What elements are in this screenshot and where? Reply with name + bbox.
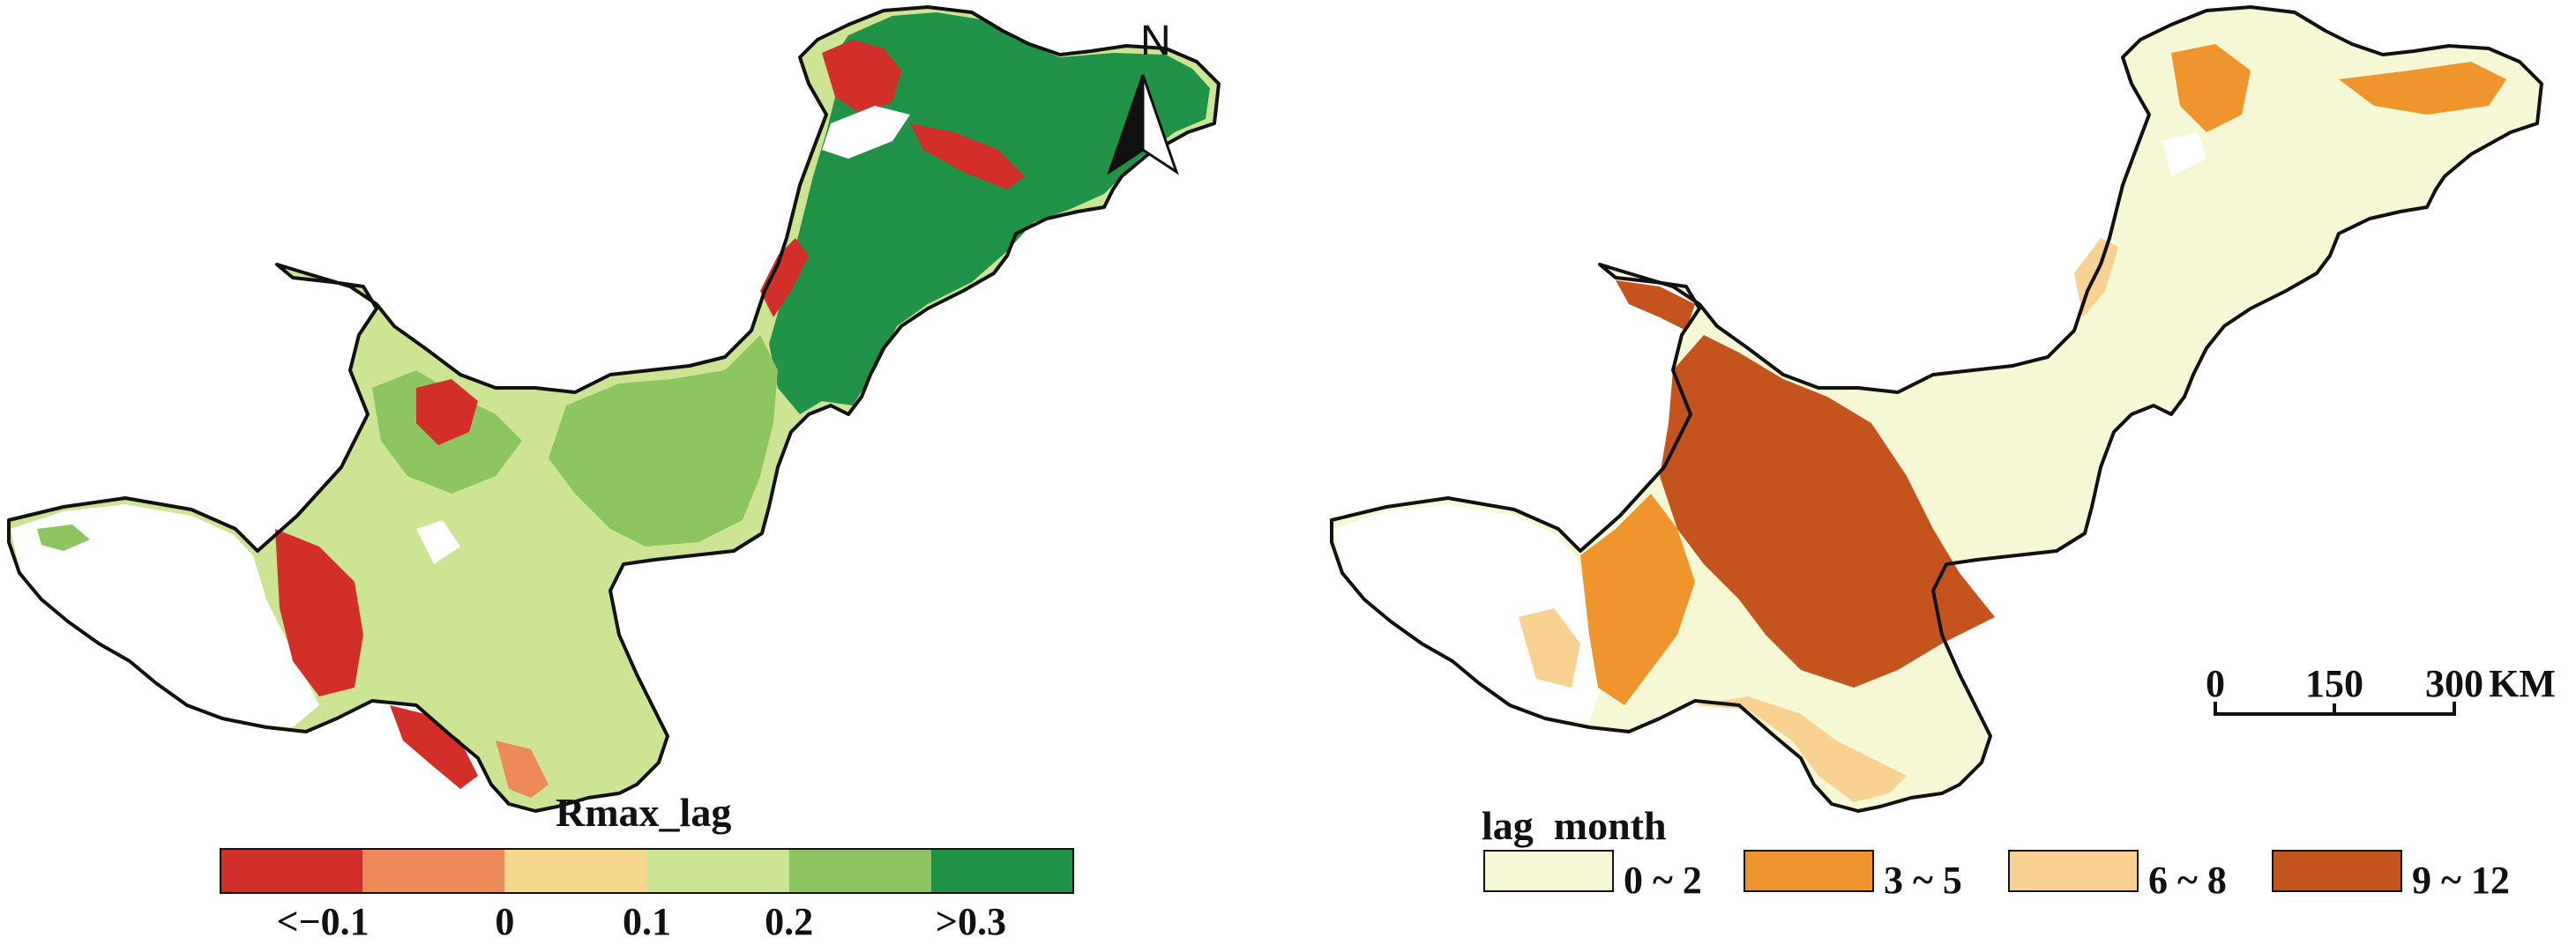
north-arrow-label: N	[1140, 18, 1171, 64]
left-legend-frame	[220, 848, 1074, 894]
right-brown-core	[1660, 335, 1995, 688]
right-orange-northeast	[2171, 44, 2251, 132]
left-legend-swatch-4	[788, 849, 931, 893]
right-legend-label-3: 9 ~ 12	[2412, 859, 2510, 902]
right-orange-northeast-2	[2339, 62, 2506, 115]
right-map-fill	[1332, 7, 2542, 811]
left-legend-tick-1: 0	[495, 900, 514, 943]
scale-unit: KM	[2489, 662, 2556, 705]
left-legend-swatch-0	[220, 849, 363, 893]
left-legend-swatch-1	[362, 849, 505, 893]
left-legend-swatch-2	[504, 849, 647, 893]
north-arrow-right-half	[1141, 74, 1179, 175]
right-orange-west	[1580, 494, 1695, 705]
left-white-north	[822, 106, 910, 159]
left-legend-tick-4: >0.3	[936, 900, 1006, 943]
left-legend-title: Rmax_lag	[556, 790, 731, 835]
left-legend-colorbar	[220, 849, 1073, 893]
right-legend-title: lag month	[1482, 803, 1667, 848]
right-map: N	[1107, 5, 2543, 813]
left-legend-tick-3: 0.2	[765, 900, 813, 943]
left-legend-ticks: <−0.1 0 0.1 0.2 >0.3	[276, 900, 1006, 943]
scale-tick-0: 0	[2206, 662, 2225, 705]
left-map-fill	[9, 7, 1219, 811]
right-legend-label-2: 6 ~ 8	[2148, 859, 2227, 902]
left-red-ridge	[760, 238, 809, 317]
left-midgreen-central	[549, 335, 778, 547]
left-red-northeast-2	[910, 123, 1025, 190]
right-legend-swatch-1	[1743, 850, 1874, 892]
left-red-south	[390, 705, 478, 789]
left-legend-tick-2: 0.1	[623, 900, 671, 943]
scale-bar: 0 150 300 KM	[2206, 662, 2556, 716]
right-light-orange-west	[1519, 608, 1580, 688]
right-legend-swatch-2	[2008, 850, 2139, 892]
left-legend-swatch-5	[930, 849, 1073, 893]
scale-tick-300: 300	[2425, 662, 2483, 705]
right-legend-swatch-0	[1483, 850, 1614, 892]
right-legend-label-1: 3 ~ 5	[1884, 859, 1962, 902]
left-green-patch-sw	[37, 525, 90, 551]
left-red-northeast-1	[822, 40, 901, 115]
left-legend-tick-0: <−0.1	[276, 900, 369, 943]
right-legend: lag month 0 ~ 2 3 ~ 5 6 ~ 8 9 ~ 12	[1482, 803, 2510, 902]
right-legend-items: 0 ~ 2 3 ~ 5 6 ~ 8 9 ~ 12	[1483, 850, 2510, 902]
right-legend-swatch-3	[2272, 850, 2402, 892]
right-light-orange-south	[1695, 696, 1907, 802]
right-white-north	[2162, 132, 2206, 176]
north-arrow: N	[1107, 18, 1179, 175]
right-brown-northwest	[1616, 280, 1695, 331]
left-white-central	[416, 520, 460, 564]
left-white-southwest	[11, 504, 319, 727]
left-map: Rmax_lag <−0.1 0 0.1 0.2 >0.3	[7, 5, 1221, 943]
left-legend-swatch-3	[646, 849, 789, 893]
right-legend-label-0: 0 ~ 2	[1624, 859, 1702, 902]
left-red-west-blob	[416, 379, 478, 445]
left-red-southwest	[275, 529, 363, 696]
left-orange-south	[496, 740, 549, 798]
scale-tick-150: 150	[2305, 662, 2363, 705]
